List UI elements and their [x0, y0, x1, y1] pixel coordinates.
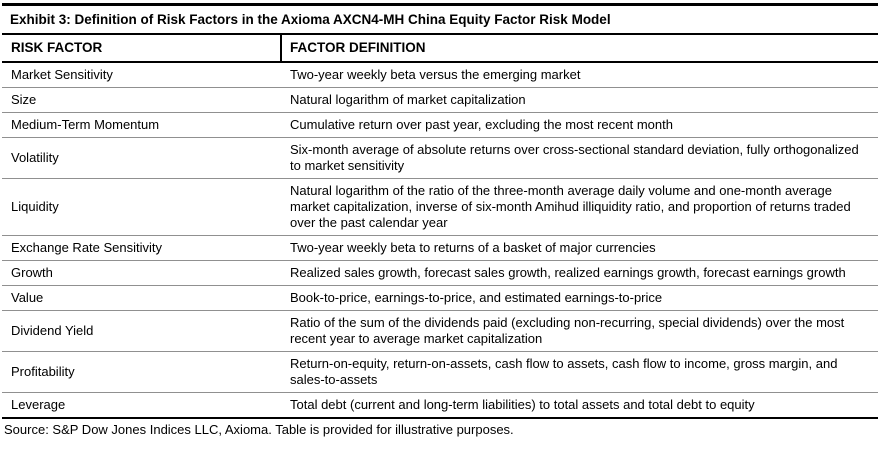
table-row: Value Book-to-price, earnings-to-price, …	[2, 286, 878, 311]
factor-definition-cell: Book-to-price, earnings-to-price, and es…	[290, 290, 663, 305]
risk-factor-cell: Leverage	[11, 397, 66, 412]
column-header-factor-definition: FACTOR DEFINITION	[290, 40, 426, 55]
risk-factor-cell: Value	[11, 290, 44, 305]
table-row: Volatility Six-month average of absolute…	[2, 138, 878, 179]
table-row: Medium-Term Momentum Cumulative return o…	[2, 113, 878, 138]
factor-definition-cell: Ratio of the sum of the dividends paid (…	[290, 315, 845, 346]
factor-definition-cell: Realized sales growth, forecast sales gr…	[290, 265, 846, 280]
table-row: Growth Realized sales growth, forecast s…	[2, 261, 878, 286]
risk-factor-cell: Exchange Rate Sensitivity	[11, 240, 163, 255]
risk-factor-table: Exhibit 3: Definition of Risk Factors in…	[2, 3, 878, 419]
table-header-row: RISK FACTOR FACTOR DEFINITION	[2, 35, 878, 63]
exhibit-title: Exhibit 3: Definition of Risk Factors in…	[2, 6, 878, 35]
column-header-risk-factor: RISK FACTOR	[2, 35, 282, 61]
table-row: Size Natural logarithm of market capital…	[2, 88, 878, 113]
table-row: Profitability Return-on-equity, return-o…	[2, 352, 878, 393]
factor-definition-cell: Natural logarithm of market capitalizati…	[290, 92, 526, 107]
factor-definition-cell: Total debt (current and long-term liabil…	[290, 397, 755, 412]
risk-factor-cell: Size	[11, 92, 37, 107]
risk-factor-cell: Liquidity	[11, 199, 59, 214]
factor-definition-cell: Cumulative return over past year, exclud…	[290, 117, 673, 132]
factor-definition-cell: Two-year weekly beta versus the emerging…	[290, 67, 581, 82]
risk-factor-cell: Volatility	[11, 150, 59, 165]
factor-definition-cell: Return-on-equity, return-on-assets, cash…	[290, 356, 838, 387]
table-row: Exchange Rate Sensitivity Two-year weekl…	[2, 236, 878, 261]
exhibit-sheet: Exhibit 3: Definition of Risk Factors in…	[2, 3, 878, 440]
table-row: Dividend Yield Ratio of the sum of the d…	[2, 311, 878, 352]
source-note: Source: S&P Dow Jones Indices LLC, Axiom…	[4, 422, 514, 437]
risk-factor-cell: Growth	[11, 265, 53, 280]
factor-definition-cell: Natural logarithm of the ratio of the th…	[290, 183, 851, 230]
risk-factor-cell: Profitability	[11, 364, 75, 379]
table-row: Market Sensitivity Two-year weekly beta …	[2, 63, 878, 88]
risk-factor-cell: Medium-Term Momentum	[11, 117, 160, 132]
factor-definition-cell: Six-month average of absolute returns ov…	[290, 142, 859, 173]
factor-definition-cell: Two-year weekly beta to returns of a bas…	[290, 240, 656, 255]
table-row: Leverage Total debt (current and long-te…	[2, 393, 878, 417]
table-row: Liquidity Natural logarithm of the ratio…	[2, 179, 878, 236]
risk-factor-cell: Market Sensitivity	[11, 67, 113, 82]
risk-factor-cell: Dividend Yield	[11, 323, 94, 338]
